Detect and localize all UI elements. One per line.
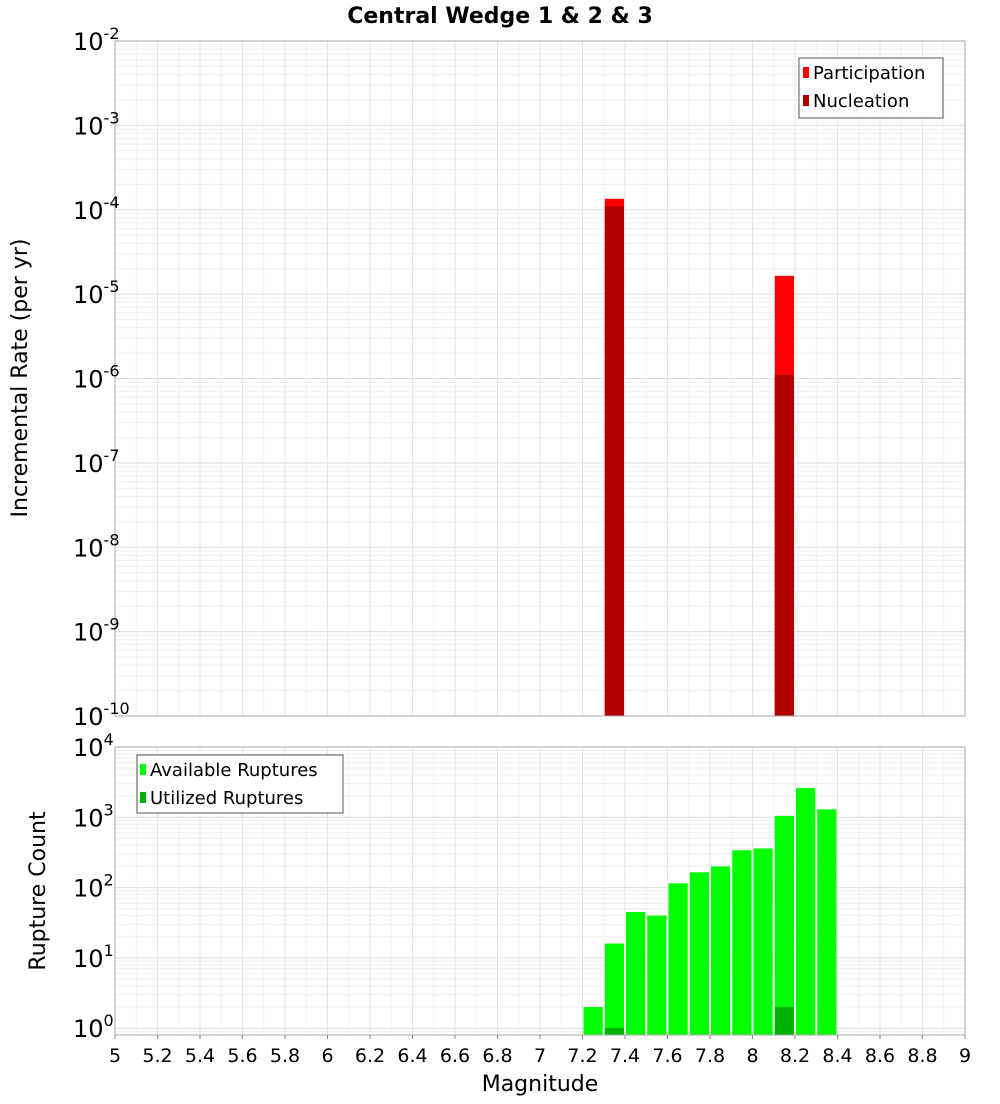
x-tick-label: 8.8 [907, 1045, 937, 1067]
x-tick-label: 7.8 [695, 1045, 725, 1067]
top-y-axis-label: Incremental Rate (per yr) [8, 239, 33, 518]
top-legend-box [798, 57, 944, 119]
bar-available-ruptures [817, 809, 837, 1035]
legend-label-available-ruptures: Available Ruptures [150, 760, 318, 781]
x-tick-label: 5.4 [185, 1045, 215, 1067]
bottom-legend: Available Ruptures Utilized Ruptures [136, 754, 344, 814]
top-legend: Participation Nucleation [798, 57, 944, 119]
bottom-legend-box [136, 754, 344, 814]
x-tick-label: 7 [534, 1045, 546, 1067]
x-tick-label: 8.6 [865, 1045, 895, 1067]
legend-label-participation: Participation [813, 63, 925, 84]
bar-available-ruptures [583, 1007, 603, 1035]
legend-swatch-participation [803, 67, 809, 78]
bottom-y-axis-label: Rupture Count [26, 811, 51, 971]
legend-label-utilized-ruptures: Utilized Ruptures [150, 788, 303, 809]
y-tick-label: 104 [73, 730, 114, 762]
x-tick-label: 5.8 [270, 1045, 300, 1067]
x-tick-label: 5 [109, 1045, 121, 1067]
bar-nucleation [774, 375, 794, 716]
x-tick-label: 8.4 [822, 1045, 852, 1067]
x-tick-label: 6.2 [355, 1045, 385, 1067]
bar-utilized-ruptures [774, 1007, 794, 1035]
x-tick-label: 6 [321, 1045, 333, 1067]
top-plot-frame [114, 40, 966, 717]
y-tick-label: 10-4 [73, 193, 120, 225]
bar-available-ruptures [668, 883, 688, 1035]
x-tick-label: 7.4 [610, 1045, 640, 1067]
bar-available-ruptures [647, 915, 667, 1035]
legend-swatch-available-ruptures [140, 764, 146, 775]
bar-nucleation [604, 206, 624, 716]
x-tick-label: 6.8 [482, 1045, 512, 1067]
y-tick-label: 10-5 [73, 277, 120, 309]
x-tick-label: 8.2 [780, 1045, 810, 1067]
y-tick-label: 10-10 [73, 699, 130, 731]
top-plot-grid [114, 41, 966, 717]
bar-utilized-ruptures [604, 1028, 624, 1035]
y-tick-label: 10-9 [73, 615, 120, 647]
y-tick-label: 100 [73, 1011, 114, 1043]
legend-label-nucleation: Nucleation [813, 91, 909, 112]
bar-available-ruptures [774, 815, 794, 1035]
x-tick-label: 7.6 [652, 1045, 682, 1067]
bar-available-ruptures [796, 788, 816, 1035]
bar-available-ruptures [689, 872, 709, 1035]
bottom-y-axis-ticks: 104 103 102 101 100 [73, 730, 114, 1043]
x-tick-label: 8 [746, 1045, 758, 1067]
x-axis-label: Magnitude [482, 1072, 599, 1097]
legend-swatch-nucleation [803, 95, 809, 106]
y-tick-label: 10-3 [73, 108, 120, 140]
bar-available-ruptures [711, 866, 731, 1035]
legend-swatch-utilized-ruptures [140, 792, 146, 803]
chart-title: Central Wedge 1 & 2 & 3 [347, 4, 653, 29]
top-plot-bars [604, 198, 794, 717]
x-tick-label: 6.6 [440, 1045, 470, 1067]
bar-available-ruptures [604, 943, 624, 1035]
y-tick-label: 10-8 [73, 530, 120, 562]
x-tick-label: 6.4 [397, 1045, 427, 1067]
x-tick-label: 5.6 [227, 1045, 257, 1067]
y-tick-label: 10-2 [73, 24, 120, 56]
y-tick-label: 101 [73, 941, 114, 973]
bottom-plot-bars [583, 788, 837, 1035]
bar-available-ruptures [753, 848, 773, 1035]
y-tick-label: 10-7 [73, 446, 120, 478]
bar-available-ruptures [626, 911, 646, 1035]
top-y-axis-ticks: 10-2 10-3 10-4 10-5 10-6 10-7 10-8 10-9 10-10 [73, 24, 130, 731]
y-tick-label: 10-6 [73, 362, 120, 394]
bar-available-ruptures [732, 850, 752, 1035]
y-tick-label: 103 [73, 800, 114, 832]
x-tick-label: 5.2 [142, 1045, 172, 1067]
x-tick-label: 7.2 [567, 1045, 597, 1067]
y-tick-label: 102 [73, 871, 114, 903]
x-axis-ticks: 5 5.2 5.4 5.6 5.8 6 6.2 6.4 6.6 6.8 7 7.2 7.4 7.6 7.8 8… [109, 1035, 971, 1067]
x-tick-label: 9 [959, 1045, 971, 1067]
